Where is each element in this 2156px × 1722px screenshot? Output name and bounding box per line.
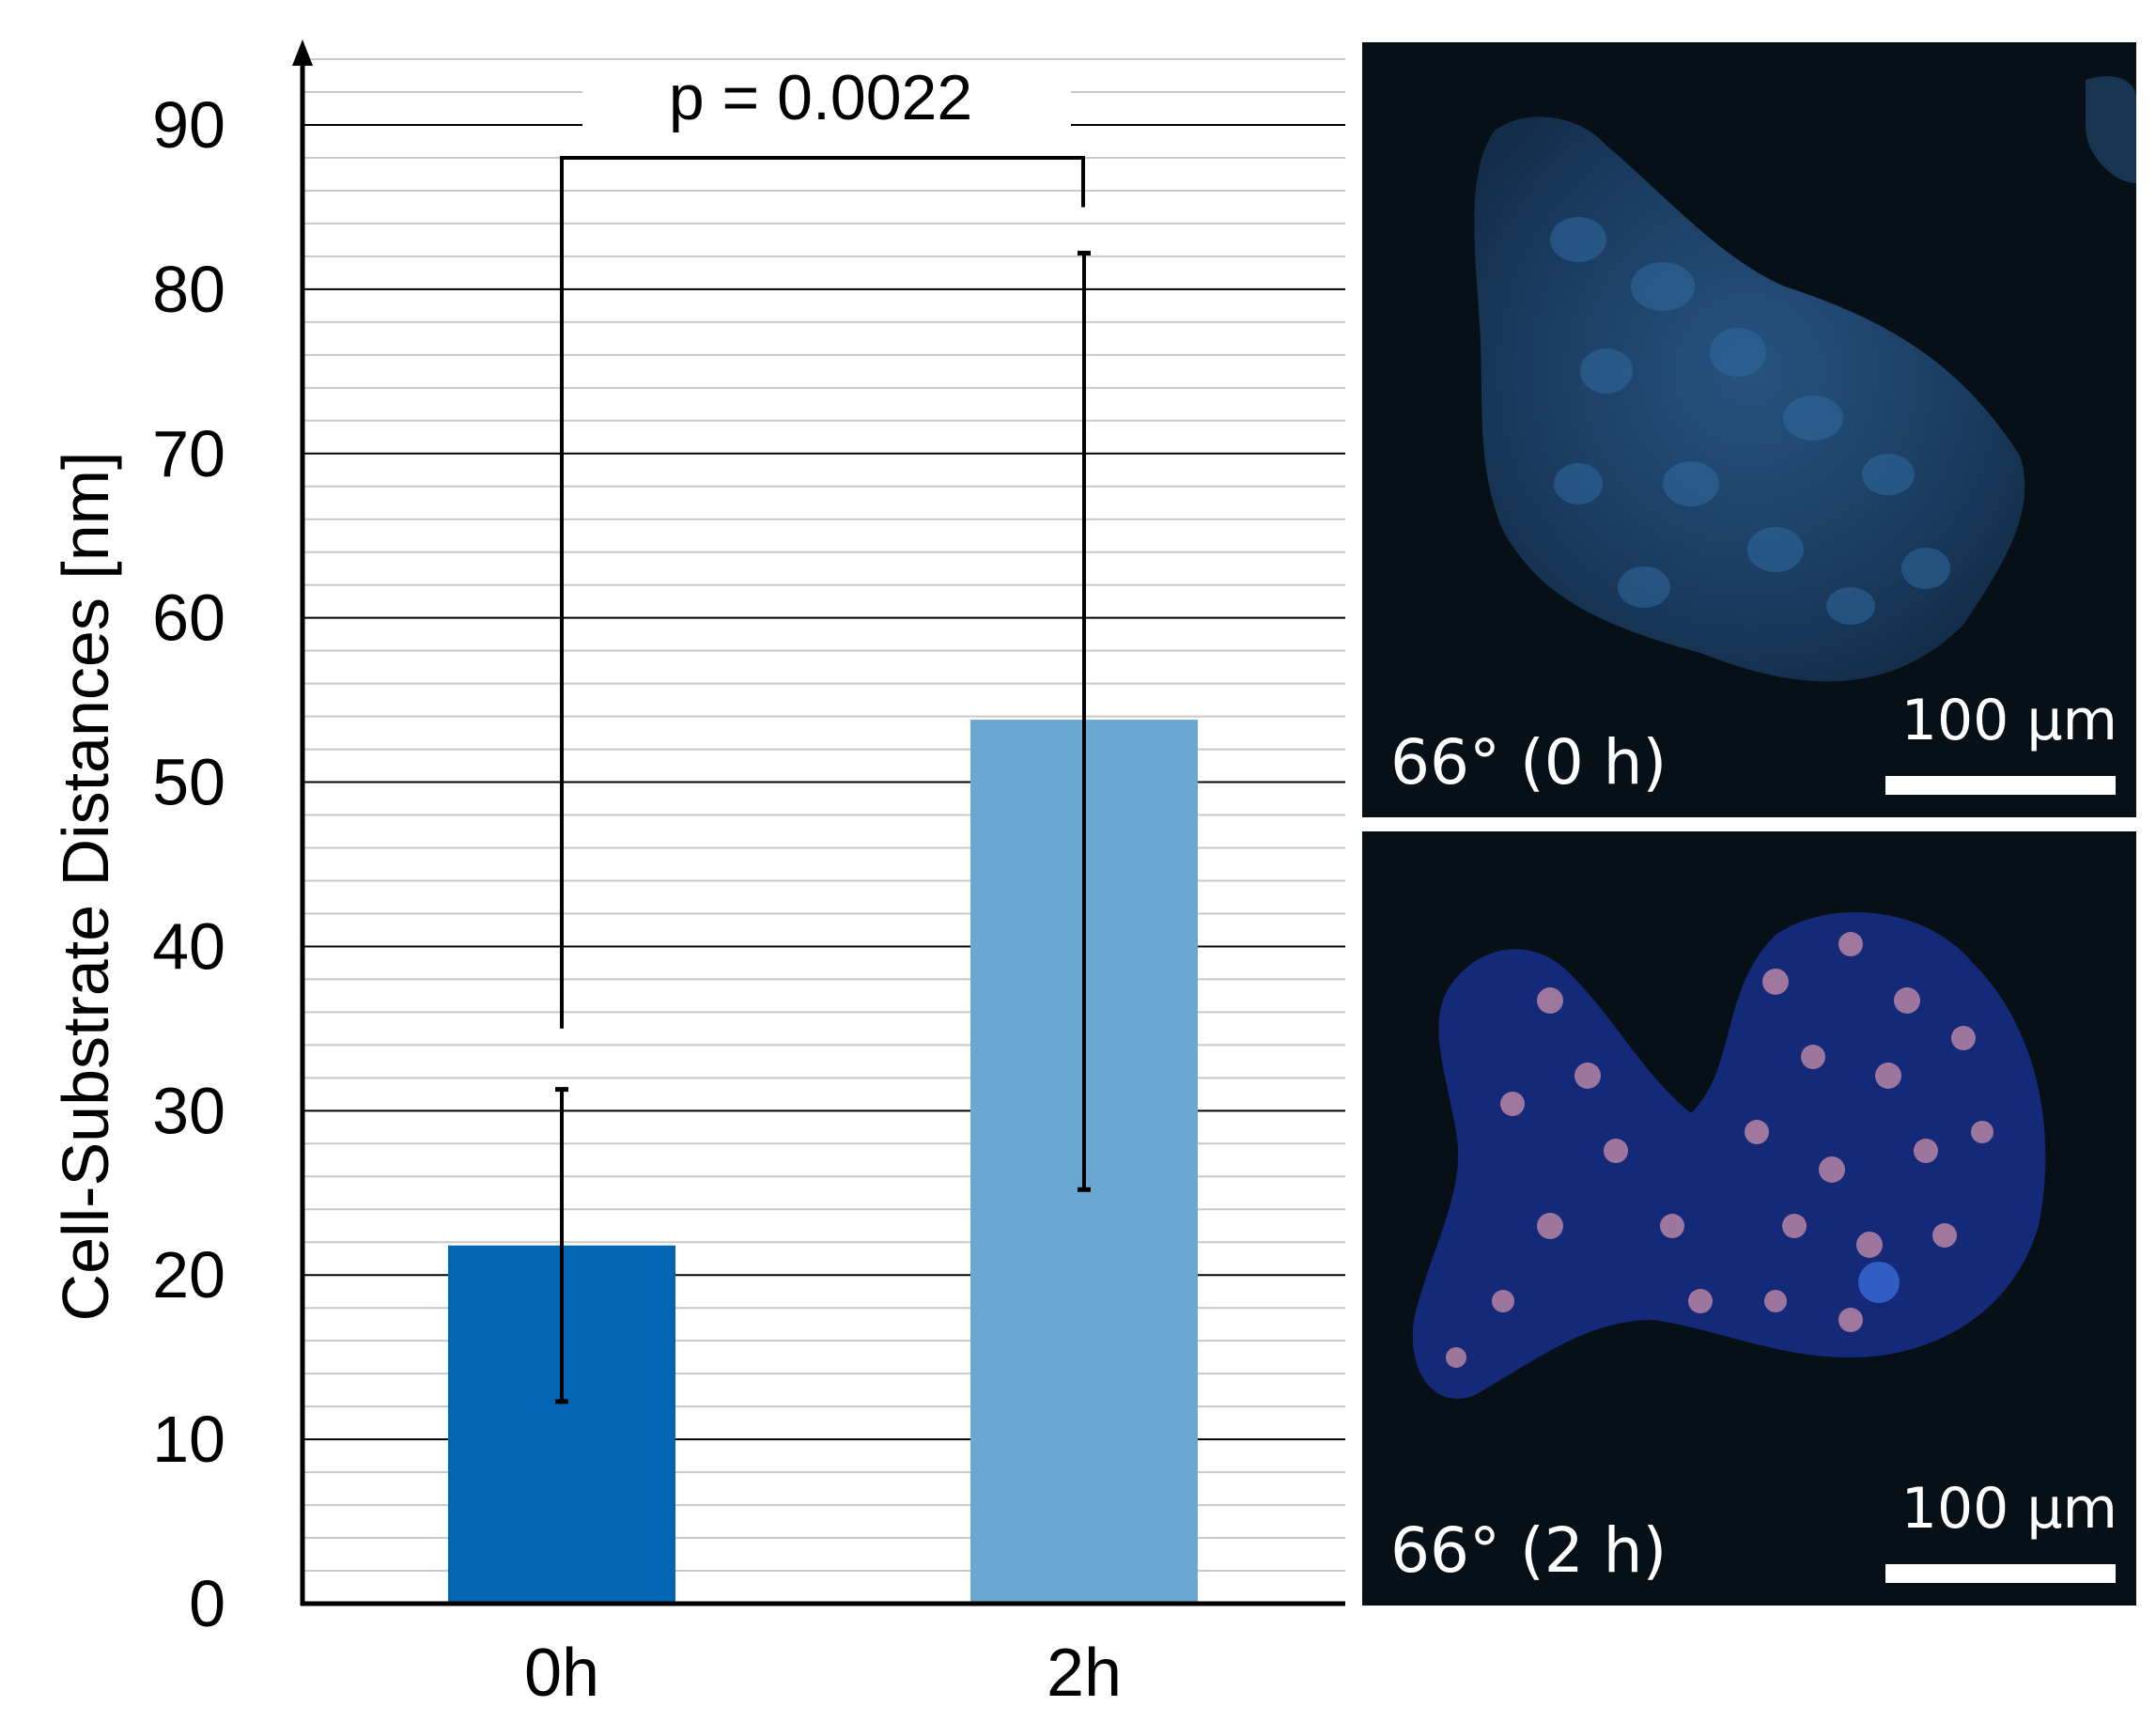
significance-annotation: p = 0.0022 [560,62,1085,1029]
y-tick-label: 80 [152,253,225,326]
panel-caption-0h: 66° (0 h) [1390,726,1667,799]
y-tick-label: 30 [152,1074,225,1147]
axes [292,39,1345,1606]
x-tick-label-0h: 0h [524,1636,599,1711]
x-tick-labels: 0h 2h [524,1636,1122,1711]
microscopy-image-0h [1362,42,2136,817]
y-tick-label: 0 [189,1567,225,1640]
y-tick-label: 20 [152,1238,225,1311]
y-tick-labels: 0 10 20 30 40 50 60 70 80 90 [152,88,225,1640]
error-bars [555,250,1091,1404]
microscopy-image-2h [1362,831,2136,1606]
y-tick-label: 10 [152,1403,225,1476]
scale-bar-0h [1885,776,2116,795]
microscopy-panel-0h: 66° (0 h) 100 µm [1362,42,2136,817]
y-axis-arrow [292,39,313,66]
y-axis-label: Cell-Substrate Distances [nm] [49,452,122,1322]
significance-label-background [582,75,1071,150]
y-tick-label: 90 [152,88,225,162]
scale-bar-label-0h: 100 µm [1900,688,2117,753]
y-tick-label: 40 [152,909,225,983]
panel-caption-2h: 66° (2 h) [1390,1514,1667,1587]
significance-label: p = 0.0022 [669,62,972,133]
scale-bar-label-2h: 100 µm [1900,1476,2117,1542]
y-tick-label: 70 [152,417,225,490]
y-tick-label: 50 [152,746,225,819]
significance-bracket [560,155,1085,1029]
scale-bar-2h [1885,1564,2116,1583]
microscopy-panel-2h: 66° (2 h) 100 µm [1362,831,2136,1606]
bar-chart: 0 10 20 30 40 50 60 70 80 90 0h 2h p = 0.0022 Cell… [49,39,1345,1711]
y-tick-label: 60 [152,582,225,655]
x-tick-label-2h: 2h [1047,1636,1122,1711]
